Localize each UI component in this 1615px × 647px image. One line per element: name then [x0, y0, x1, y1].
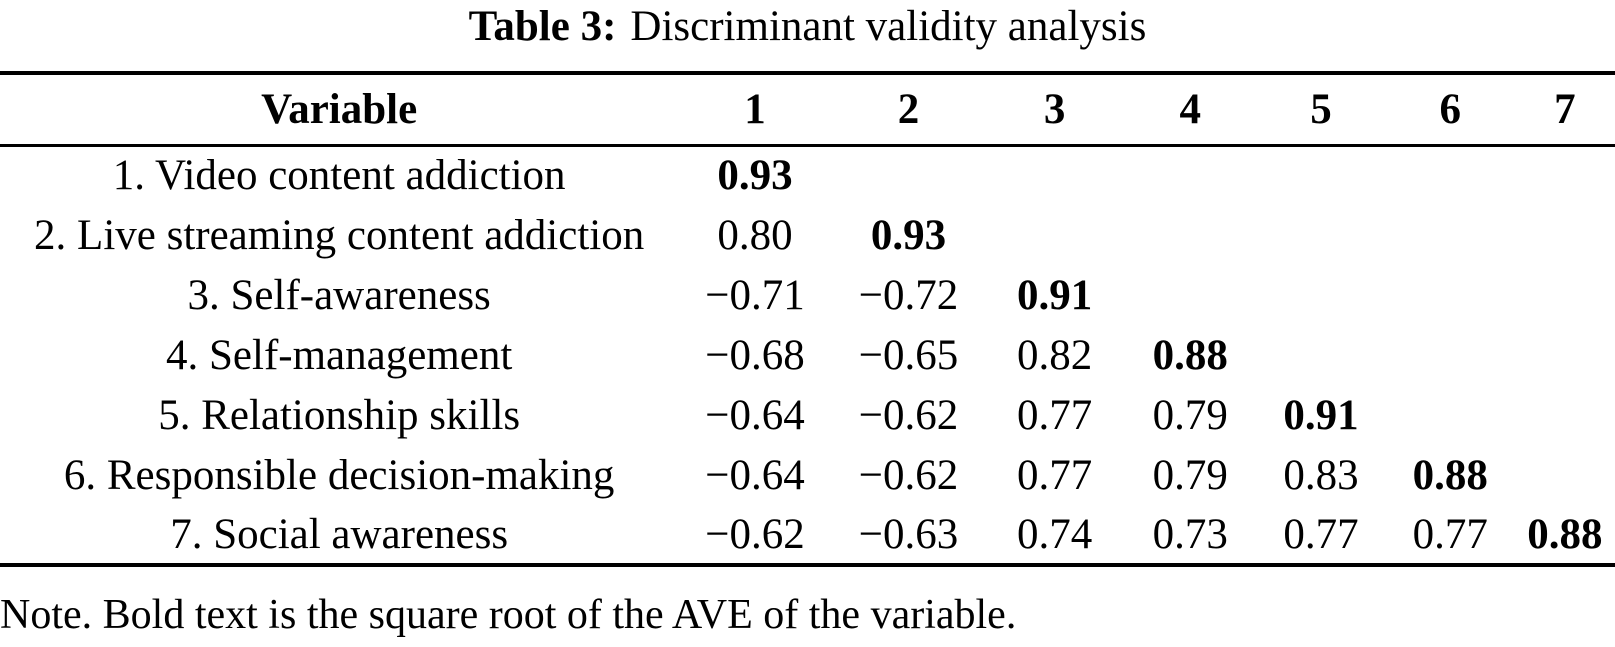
- table-row: 7. Social awareness −0.62 −0.63 0.74 0.7…: [0, 505, 1615, 565]
- correlation-cell: 0.82: [1016, 331, 1093, 379]
- row-label: 3. Self-awareness: [187, 271, 491, 319]
- row-label: 6. Responsible decision-making: [63, 451, 615, 499]
- table-note: Note. Bold text is the square root of th…: [0, 592, 1017, 638]
- correlation-cell: [1256, 325, 1385, 385]
- correlation-cell: 0.77: [1283, 510, 1359, 558]
- table-row: 5. Relationship skills −0.64 −0.62 0.77 …: [0, 385, 1615, 445]
- column-header-5: 5: [1310, 85, 1332, 133]
- column-header-variable: Variable: [261, 85, 418, 133]
- header-row: Variable 1 2 3 4 5 6 7: [0, 73, 1615, 145]
- row-label: 5. Relationship skills: [158, 391, 521, 439]
- correlation-cell: [1515, 325, 1615, 385]
- correlation-cell: 0.88: [1412, 451, 1488, 499]
- column-header-7: 7: [1554, 85, 1576, 133]
- column-header-3: 3: [1043, 85, 1066, 133]
- table-row: 3. Self-awareness −0.71 −0.72 0.91: [0, 265, 1615, 325]
- correlation-cell: 0.93: [870, 211, 947, 259]
- correlation-cell: [1124, 205, 1256, 265]
- column-header-4: 4: [1179, 85, 1201, 133]
- correlation-cell: [1386, 145, 1515, 205]
- correlation-cell: −0.63: [858, 510, 959, 558]
- correlation-cell: 0.93: [717, 152, 793, 200]
- correlation-cell: −0.71: [705, 271, 805, 319]
- correlation-cell: [1386, 205, 1515, 265]
- correlation-cell: 0.80: [717, 211, 793, 259]
- correlation-cell: 0.79: [1152, 451, 1228, 499]
- correlation-cell: [1515, 265, 1615, 325]
- table-caption-title: Discriminant validity analysis: [630, 3, 1147, 50]
- correlation-cell: 0.91: [1016, 271, 1093, 319]
- correlation-cell: 0.73: [1152, 510, 1228, 558]
- correlation-cell: −0.62: [858, 391, 959, 439]
- correlation-cell: 0.77: [1412, 510, 1488, 558]
- row-label: 1. Video content addiction: [112, 152, 566, 200]
- correlation-cell: −0.64: [705, 451, 805, 499]
- correlation-cell: [1515, 145, 1615, 205]
- correlation-cell: [1515, 385, 1615, 445]
- correlation-cell: [1386, 325, 1515, 385]
- table-row: 4. Self-management −0.68 −0.65 0.82 0.88: [0, 325, 1615, 385]
- correlation-cell: −0.62: [705, 510, 805, 558]
- correlation-cell: 0.88: [1152, 331, 1228, 379]
- correlation-cell: −0.72: [858, 271, 959, 319]
- correlation-cell: [1515, 445, 1615, 505]
- table-row: 2. Live streaming content addiction 0.80…: [0, 205, 1615, 265]
- correlation-cell: 0.74: [1016, 510, 1093, 558]
- column-header-1: 1: [744, 85, 766, 133]
- correlation-cell: [985, 205, 1124, 265]
- table-caption: Table 3: Discriminant validity analysis: [0, 2, 1615, 51]
- table-caption-label: Table 3:: [468, 3, 617, 50]
- correlation-cell: [832, 145, 985, 205]
- correlation-cell: [1256, 205, 1385, 265]
- correlation-cell: 0.77: [1016, 391, 1093, 439]
- row-label: 4. Self-management: [166, 331, 513, 379]
- correlation-cell: −0.65: [858, 331, 959, 379]
- table-row: 6. Responsible decision-making −0.64 −0.…: [0, 445, 1615, 505]
- correlation-cell: −0.62: [858, 451, 959, 499]
- correlation-cell: [1124, 265, 1256, 325]
- correlation-cell: [1124, 145, 1256, 205]
- column-header-6: 6: [1439, 85, 1461, 133]
- correlation-cell: 0.88: [1527, 510, 1603, 558]
- correlation-cell: 0.91: [1283, 391, 1359, 439]
- correlation-cell: [985, 145, 1124, 205]
- correlation-cell: 0.83: [1283, 451, 1359, 499]
- row-label: 7. Social awareness: [170, 510, 509, 558]
- correlation-cell: −0.68: [705, 331, 805, 379]
- correlation-cell: 0.79: [1152, 391, 1228, 439]
- row-label: 2. Live streaming content addiction: [34, 211, 645, 259]
- correlation-cell: −0.64: [705, 391, 805, 439]
- correlation-cell: [1256, 145, 1385, 205]
- table-row: 1. Video content addiction 0.93: [0, 145, 1615, 205]
- correlation-cell: [1515, 205, 1615, 265]
- discriminant-validity-table: Variable 1 2 3 4 5 6 7 1. Video content …: [0, 71, 1615, 567]
- correlation-cell: [1386, 265, 1515, 325]
- correlation-cell: [1256, 265, 1385, 325]
- column-header-2: 2: [897, 85, 920, 133]
- correlation-cell: [1386, 385, 1515, 445]
- correlation-cell: 0.77: [1016, 451, 1093, 499]
